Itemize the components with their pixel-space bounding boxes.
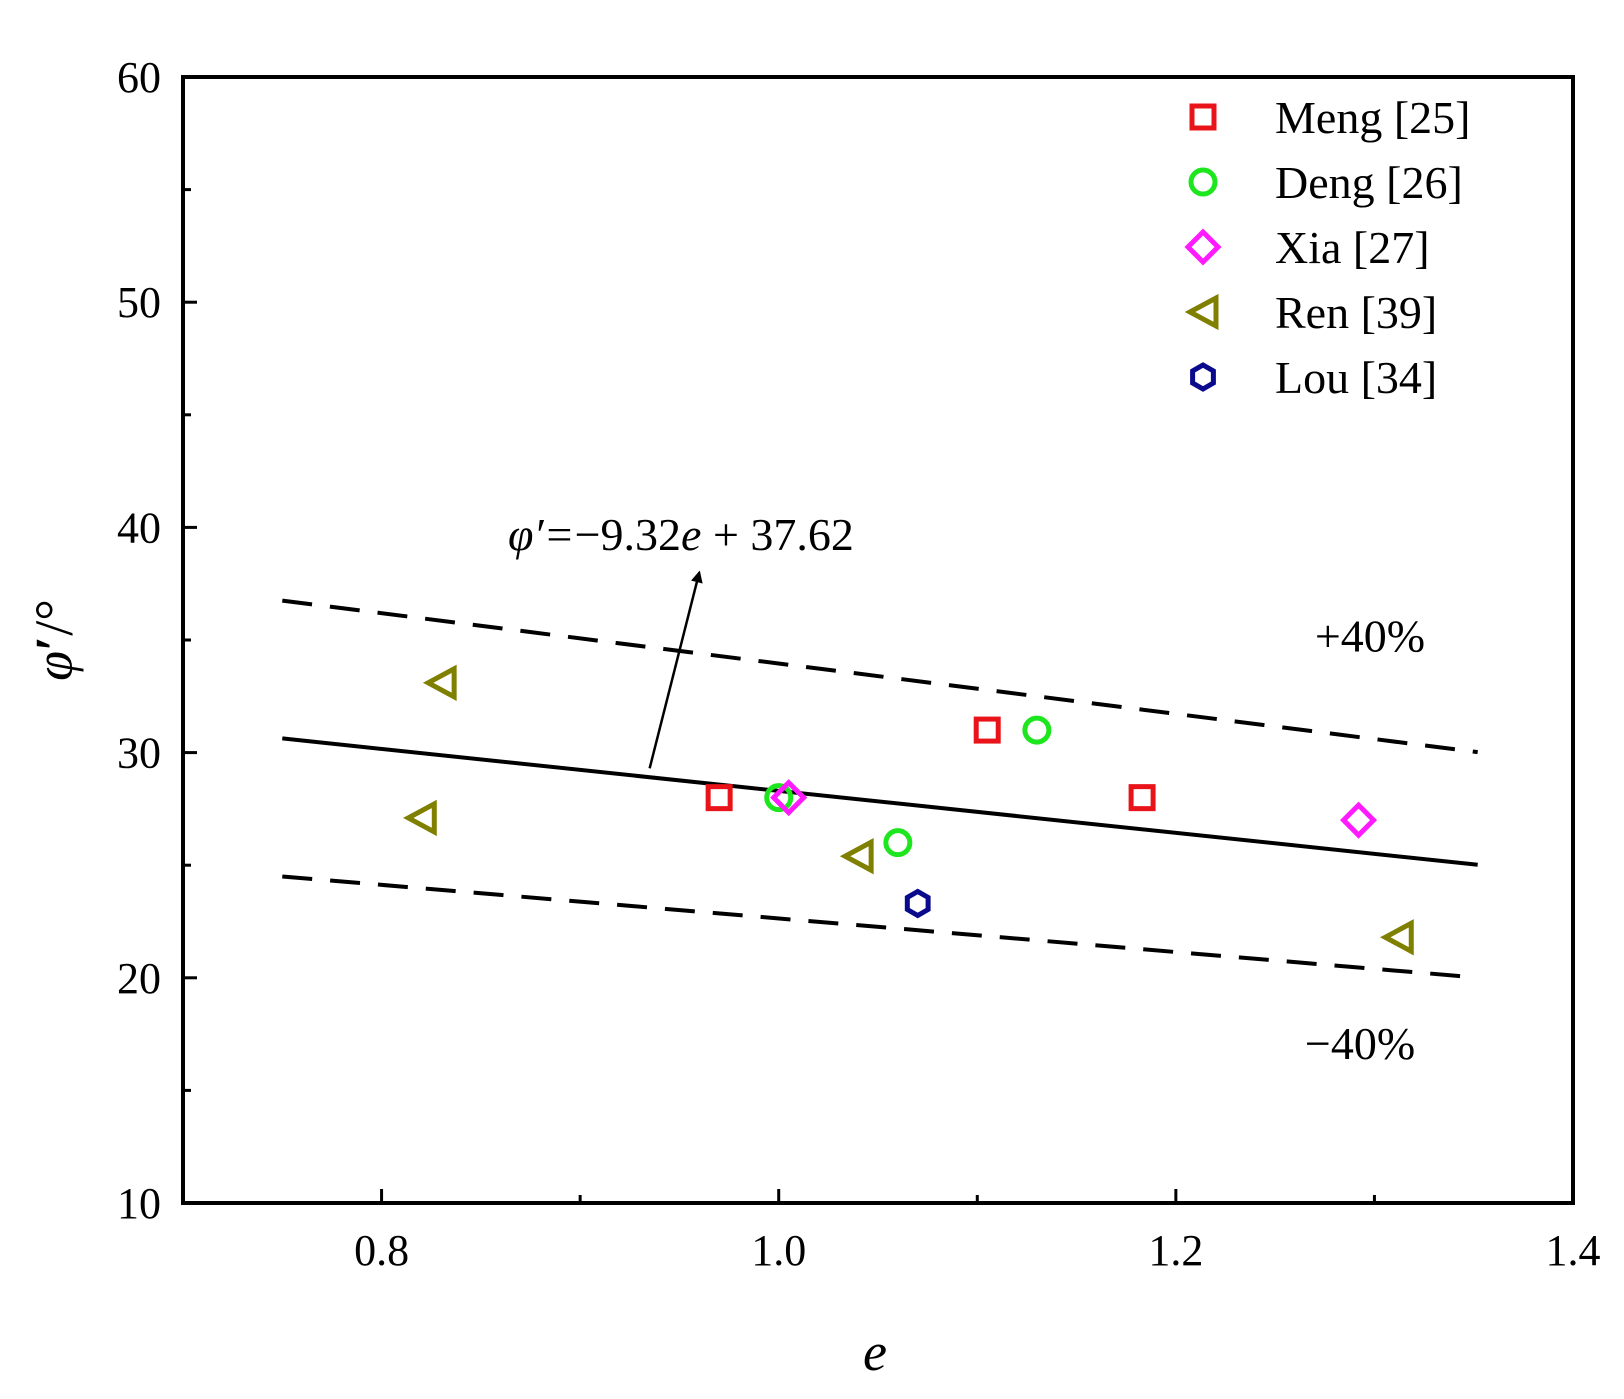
legend-label: Ren [39]	[1275, 287, 1437, 338]
x-tick-label: 0.8	[354, 1226, 409, 1275]
legend-label: Meng [25]	[1275, 92, 1470, 143]
legend: Meng [25] Deng [26] Xia [27] Ren [39] Lou [3…	[1184, 92, 1470, 403]
fit-line	[282, 736, 1478, 867]
data-point	[764, 783, 794, 813]
upper-bound-line	[282, 598, 1478, 755]
y-tick-label: 60	[117, 53, 161, 102]
legend-marker	[1190, 362, 1216, 392]
equation-coefficient: −9.32	[575, 509, 681, 560]
series-square	[705, 716, 1156, 812]
equation-constant: + 37.62	[701, 509, 853, 560]
legend-label: Lou [34]	[1275, 352, 1437, 403]
equation-arrow	[648, 570, 703, 769]
y-axis-label-prime: ′	[24, 636, 84, 651]
x-axis-label: e	[863, 1322, 887, 1382]
equation-phi: φ	[508, 509, 533, 560]
data-point	[1022, 715, 1052, 745]
series-diamond	[770, 779, 1378, 839]
x-tick-label: 1.4	[1546, 1226, 1601, 1275]
data-point	[705, 784, 733, 812]
data-point	[770, 779, 808, 817]
y-axis-label: φ′/°	[24, 599, 84, 681]
x-tick-label: 1.2	[1148, 1226, 1203, 1275]
y-tick-label: 40	[117, 503, 161, 552]
legend-marker	[1184, 293, 1219, 331]
y-tick-label: 50	[117, 278, 161, 327]
y-tick-label: 10	[117, 1179, 161, 1228]
series-triangle-left	[403, 664, 1414, 956]
data-point	[1379, 919, 1414, 956]
data-point	[839, 838, 874, 875]
legend-label: Xia [27]	[1275, 222, 1430, 273]
axis-ticks: 0.8 1.0 1.2 1.4 10 20 30 40 50 60	[117, 53, 1601, 1275]
legend-marker	[1188, 167, 1218, 197]
legend-marker	[1189, 103, 1217, 131]
data-point	[883, 828, 913, 858]
plot-area	[282, 570, 1478, 980]
data-point	[973, 716, 1001, 744]
y-axis-label-unit: /°	[24, 599, 84, 636]
y-axis-label-symbol: φ	[24, 651, 84, 681]
y-tick-label: 20	[117, 954, 161, 1003]
y-tick-label: 30	[117, 729, 161, 778]
lower-bound-line	[282, 874, 1478, 980]
series-circle	[764, 715, 1052, 858]
data-point	[422, 664, 457, 701]
series-hexagon	[904, 888, 931, 919]
equation-variable: e	[681, 509, 701, 560]
legend-label: Deng [26]	[1275, 157, 1463, 208]
data-point	[403, 799, 437, 837]
data-point	[1128, 784, 1156, 812]
legend-marker	[1184, 228, 1222, 266]
fit-equation: φ′=−9.32e + 37.62	[508, 509, 854, 560]
equation-prime-equals: ′=	[533, 509, 574, 560]
lower-bound-label: −40%	[1305, 1018, 1415, 1069]
upper-bound-label: +40%	[1315, 610, 1425, 661]
x-tick-label: 1.0	[751, 1226, 806, 1275]
data-point	[1340, 801, 1378, 839]
data-point	[904, 888, 931, 919]
